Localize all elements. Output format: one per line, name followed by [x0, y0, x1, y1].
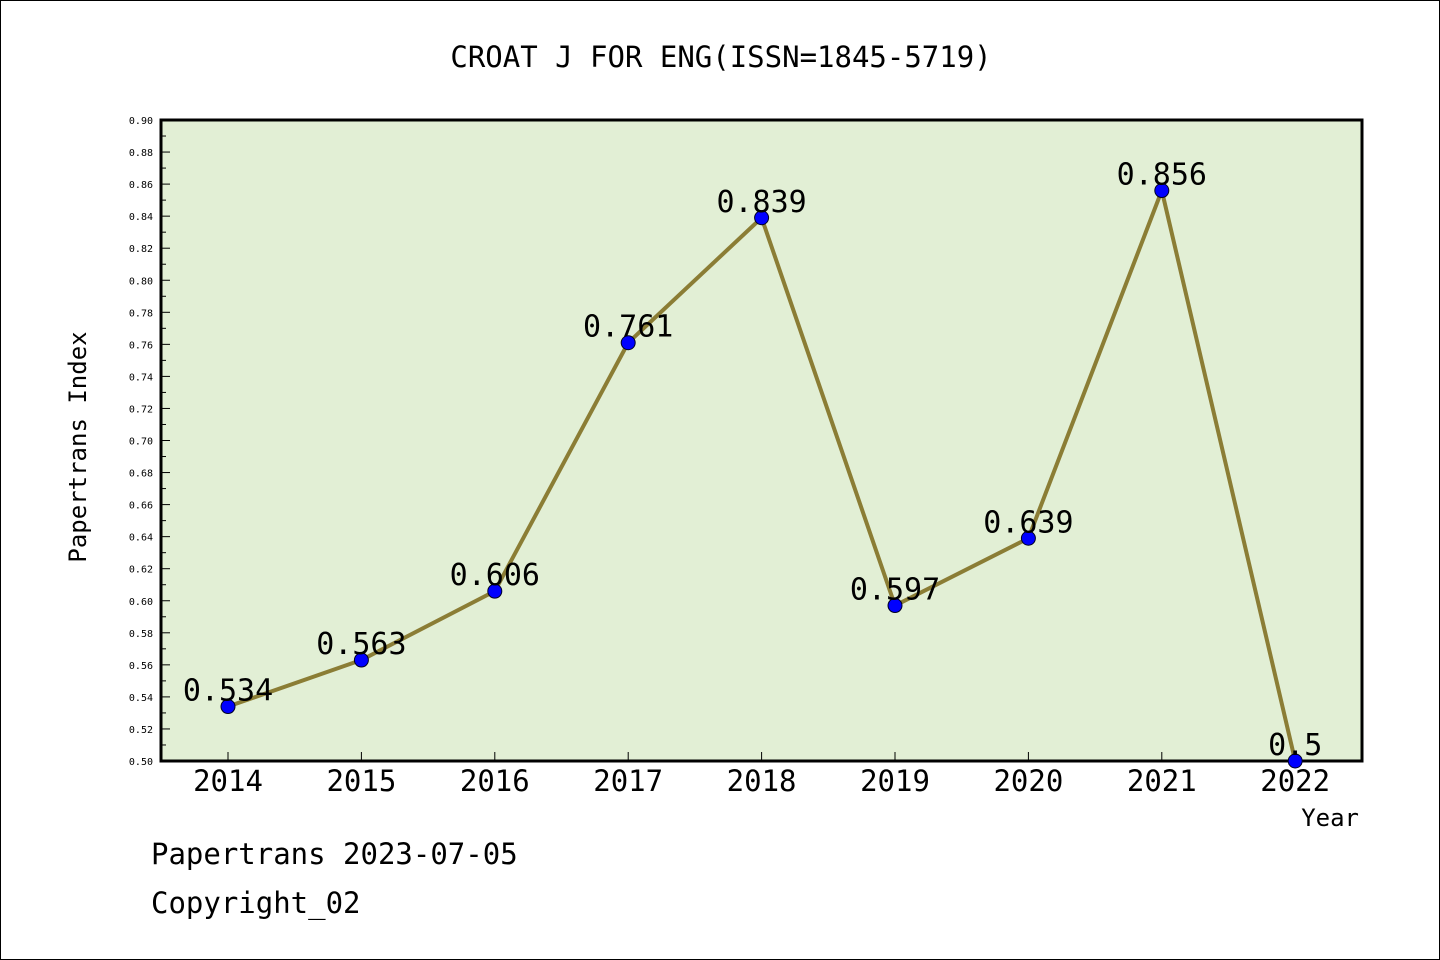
- data-point: [620, 335, 636, 351]
- y-tick-label: 0.58: [129, 629, 153, 640]
- y-tick-label: 0.54: [129, 693, 153, 704]
- data-point: [1020, 530, 1036, 546]
- data-label: 0.606: [450, 558, 540, 593]
- y-tick-label: 0.88: [129, 148, 153, 159]
- y-tick-label: 0.68: [129, 469, 153, 480]
- x-tick-label: 2014: [193, 764, 263, 798]
- y-tick-label: 0.66: [129, 501, 153, 512]
- y-tick-label: 0.80: [129, 276, 153, 287]
- y-tick-label: 0.82: [129, 244, 153, 255]
- x-tick-label: 2021: [1127, 764, 1197, 798]
- data-point: [754, 210, 770, 226]
- y-tick-label: 0.84: [129, 212, 153, 223]
- y-tick-label: 0.76: [129, 340, 153, 351]
- data-point: [353, 652, 369, 668]
- x-tick-label: 2019: [860, 764, 930, 798]
- y-tick-label: 0.62: [129, 565, 153, 576]
- data-label: 0.597: [850, 573, 940, 608]
- x-tick-label: 2015: [326, 764, 396, 798]
- y-tick-label: 0.78: [129, 308, 153, 319]
- data-point: [1154, 183, 1170, 199]
- data-label: 0.639: [983, 505, 1073, 540]
- x-tick-label: 2017: [593, 764, 663, 798]
- data-point: [1287, 753, 1303, 769]
- x-tick-label: 2020: [993, 764, 1063, 798]
- data-label: 0.856: [1117, 158, 1207, 193]
- data-label: 0.534: [183, 674, 273, 709]
- y-axis-label: Papertrans Index: [64, 331, 92, 562]
- x-tick-label: 2018: [727, 764, 797, 798]
- data-point: [887, 598, 903, 614]
- y-tick-label: 0.70: [129, 437, 153, 448]
- y-tick-label: 0.60: [129, 597, 153, 608]
- y-tick-label: 0.50: [129, 757, 153, 768]
- data-label: 0.839: [716, 185, 806, 220]
- x-tick-label: 2022: [1260, 764, 1330, 798]
- data-label: 0.761: [583, 310, 673, 345]
- y-tick-label: 0.90: [129, 116, 153, 127]
- y-tick-label: 0.74: [129, 372, 153, 383]
- chart-title: CROAT J FOR ENG(ISSN=1845-5719): [450, 40, 991, 74]
- data-label: 0.563: [316, 627, 406, 662]
- y-tick-label: 0.52: [129, 725, 153, 736]
- data-point: [220, 699, 236, 715]
- y-tick-label: 0.56: [129, 661, 153, 672]
- footer-copyright: Copyright_02: [151, 886, 361, 920]
- data-point: [487, 583, 503, 599]
- y-tick-label: 0.72: [129, 404, 153, 415]
- x-axis-label: Year: [1301, 804, 1359, 832]
- footer-date-line: Papertrans 2023-07-05: [151, 837, 518, 871]
- y-tick-label: 0.64: [129, 533, 153, 544]
- x-tick-label: 2016: [460, 764, 530, 798]
- data-label: 0.5: [1268, 728, 1322, 763]
- y-tick-label: 0.86: [129, 180, 153, 191]
